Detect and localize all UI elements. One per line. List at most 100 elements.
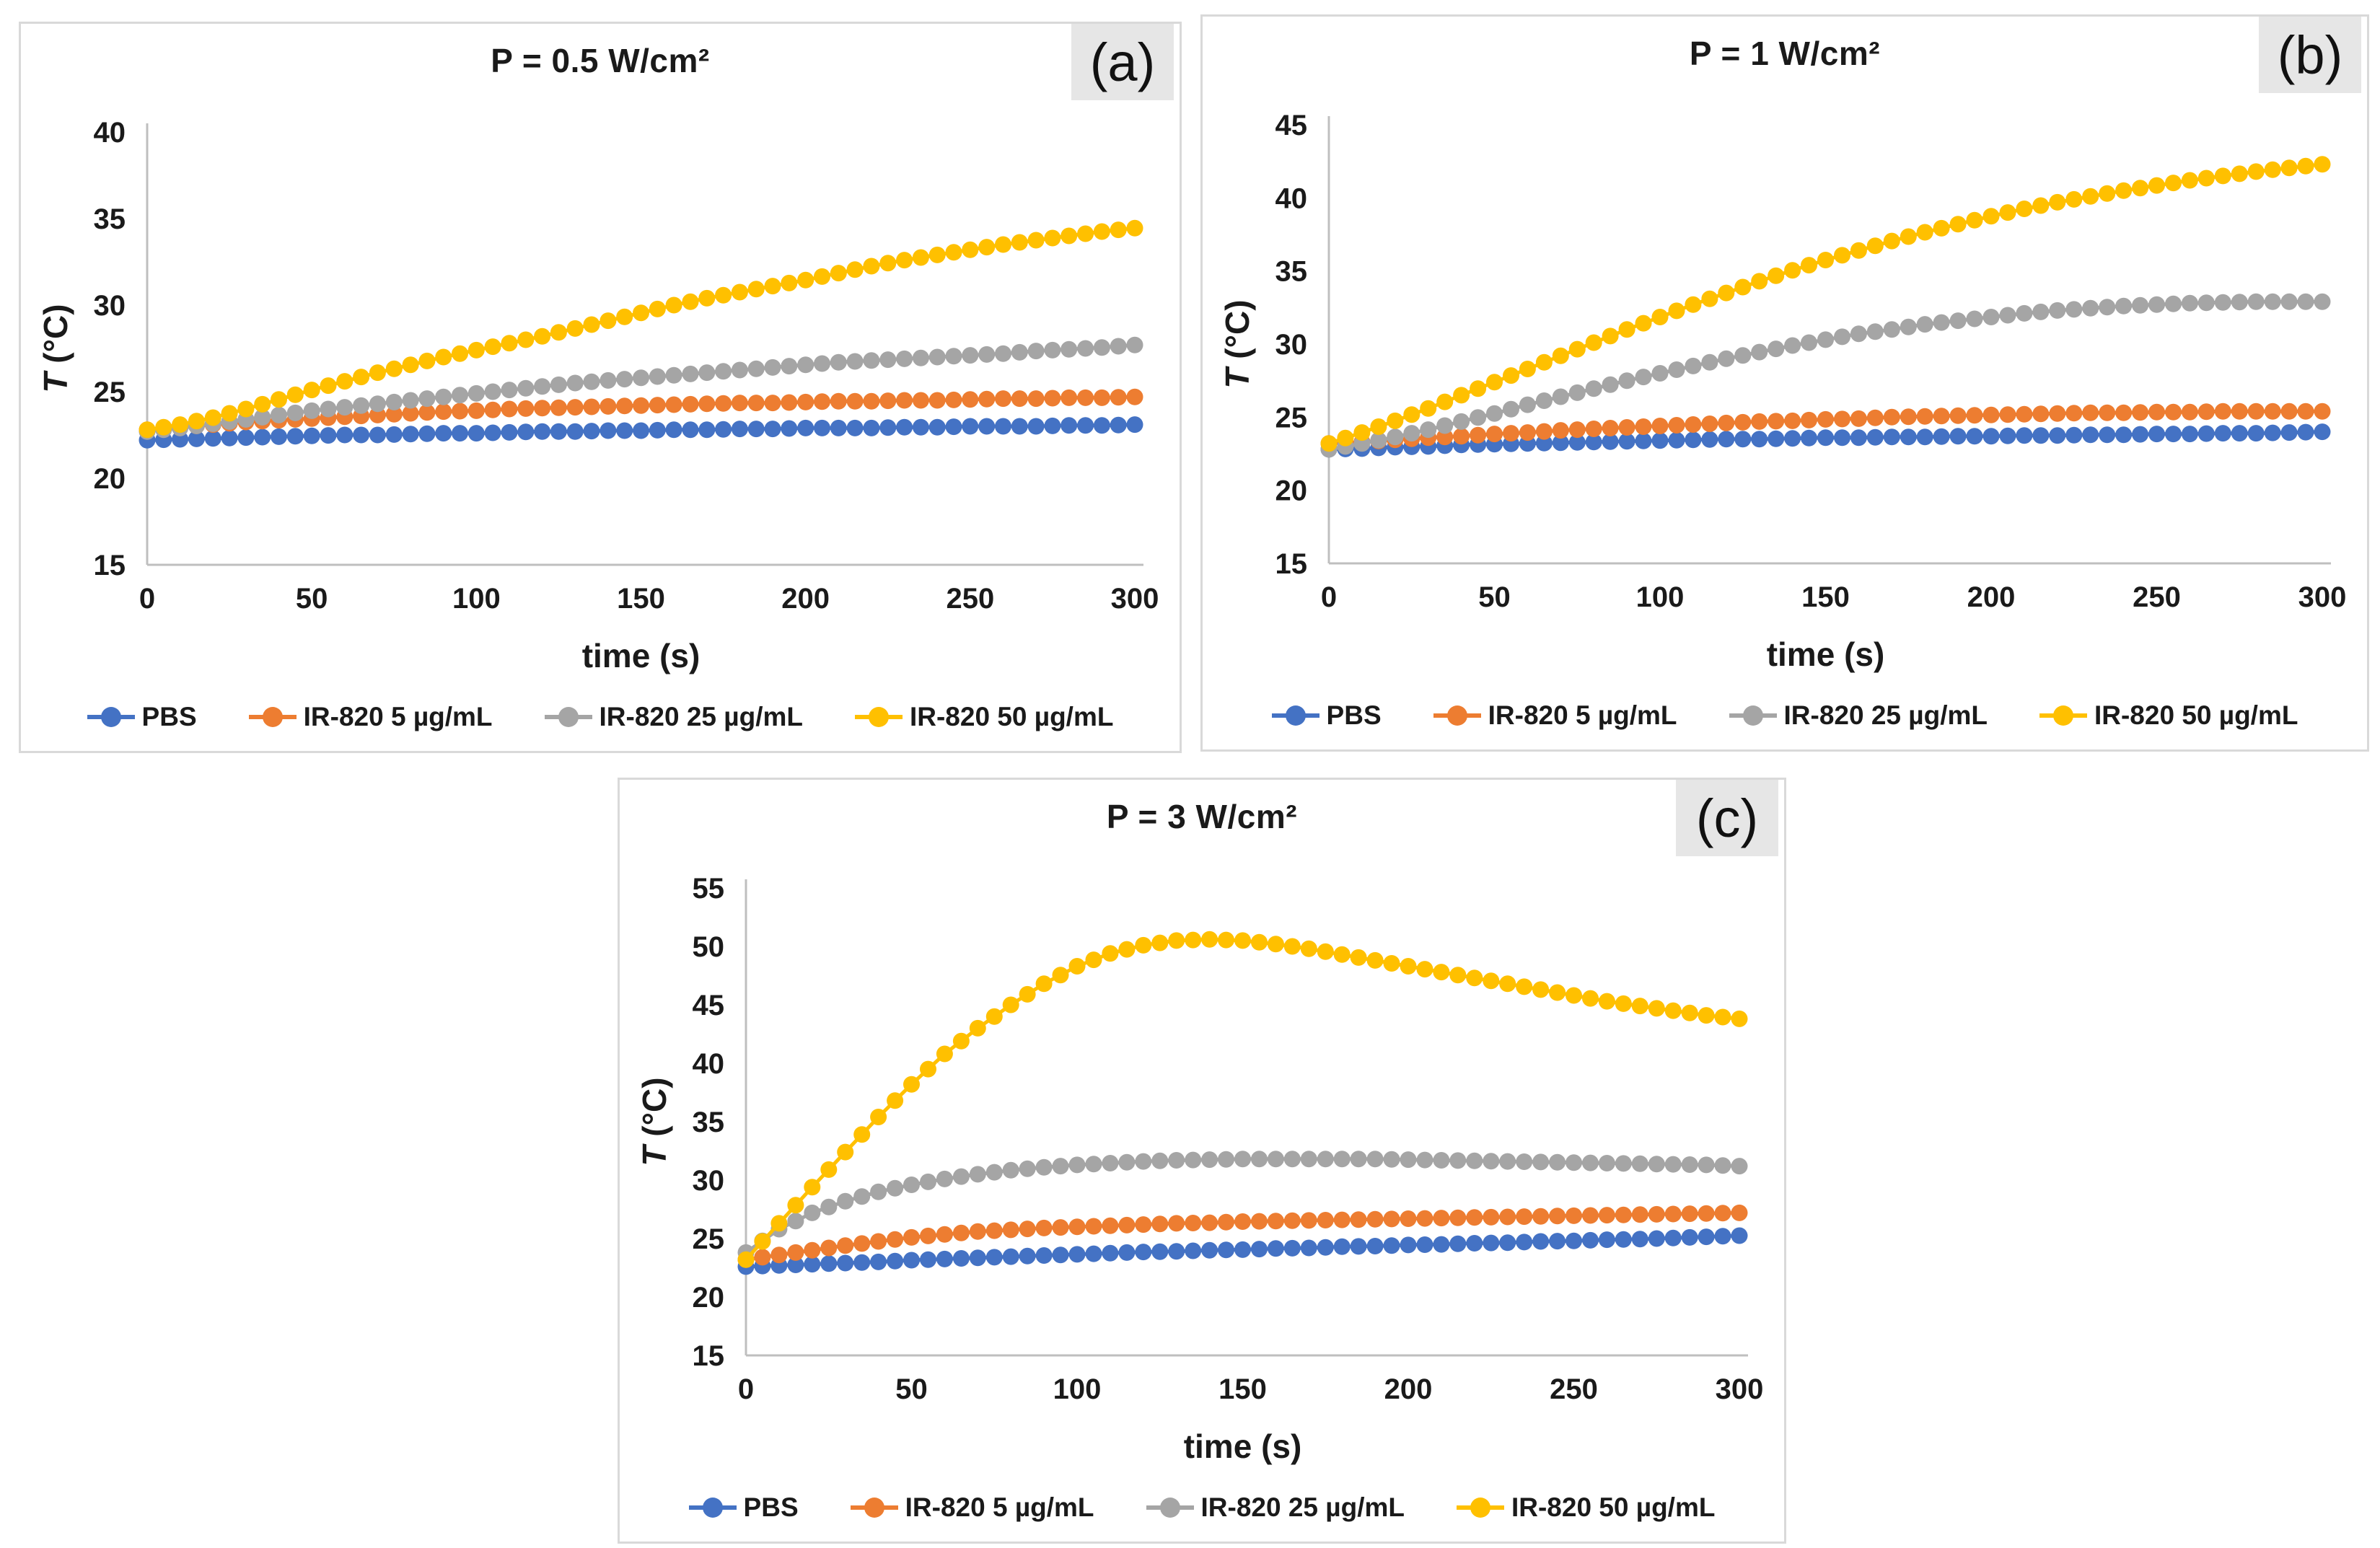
legend-marker-icon (1729, 705, 1777, 726)
legend-item: IR-820 5 µg/mL (1433, 700, 1677, 731)
series-PBS (737, 1227, 1748, 1275)
x-tick-labels: 0 50 100 150 200 250 300 (139, 583, 1159, 615)
legend-marker-icon (688, 1497, 737, 1518)
legend-a: PBS IR-820 5 µg/mL IR-820 25 µg/mL IR-820 5… (21, 702, 1180, 732)
panel-c: P = 3 W/cm² (c) 15 20 25 30 35 40 45 50 55 0 50 100… (618, 778, 1786, 1544)
legend-label: IR-820 50 µg/mL (909, 702, 1114, 731)
legend-label: PBS (141, 702, 197, 731)
svg-text:200: 200 (781, 583, 830, 615)
y-tick-labels: 15 20 25 30 35 40 45 (1275, 110, 1308, 580)
x-tick-labels: 0 50 100 150 200 250 300 (1321, 581, 2347, 613)
legend-item: IR-820 5 µg/mL (248, 702, 493, 732)
legend-item: PBS (87, 702, 197, 732)
legend-label: IR-820 5 µg/mL (1488, 700, 1677, 730)
series-IR-820 50 µg/mL (139, 219, 1143, 439)
legend-item: IR-820 5 µg/mL (850, 1492, 1094, 1523)
series-IR-820 5 µg/mL (737, 1204, 1748, 1268)
svg-text:50: 50 (895, 1373, 928, 1405)
legend-item: IR-820 25 µg/mL (544, 702, 803, 732)
plot-area-c: 15 20 25 30 35 40 45 50 55 0 50 100 150 200 250 300 time… (636, 873, 1763, 1465)
legend-label: PBS (743, 1492, 799, 1522)
panel-label-c: (c) (1676, 780, 1778, 856)
svg-text:30: 30 (1275, 329, 1308, 361)
panel-label-a: (a) (1071, 24, 1174, 100)
legend-marker-icon (850, 1497, 898, 1518)
legend-item: IR-820 25 µg/mL (1729, 700, 1988, 731)
svg-text:0: 0 (738, 1373, 754, 1405)
x-axis-title: time (s) (582, 637, 701, 674)
svg-text:25: 25 (1275, 402, 1308, 434)
svg-text:150: 150 (1218, 1373, 1267, 1405)
svg-text:30: 30 (693, 1165, 725, 1197)
legend-marker-icon (248, 706, 297, 728)
legend-b: PBS IR-820 5 µg/mL IR-820 25 µg/mL IR-820 5… (1203, 700, 2367, 731)
legend-marker-icon (1271, 705, 1319, 726)
svg-text:300: 300 (2298, 581, 2347, 613)
legend-marker-icon (854, 706, 903, 728)
svg-text:20: 20 (693, 1282, 725, 1314)
legend-label: IR-820 25 µg/mL (1200, 1492, 1405, 1522)
series-IR-820 50 µg/mL (737, 931, 1748, 1268)
svg-text:40: 40 (693, 1048, 725, 1080)
svg-text:30: 30 (94, 290, 126, 322)
chart-title-c: P = 3 W/cm² (1106, 798, 1298, 835)
svg-text:50: 50 (296, 583, 328, 615)
axes (1327, 116, 2331, 565)
y-axis-title: T (°C) (37, 304, 74, 392)
legend-item: PBS (688, 1492, 799, 1523)
legend-label: IR-820 25 µg/mL (1783, 700, 1988, 730)
legend-label: IR-820 50 µg/mL (2094, 700, 2298, 730)
legend-c: PBS IR-820 5 µg/mL IR-820 25 µg/mL IR-820 5… (620, 1492, 1784, 1523)
legend-label: IR-820 50 µg/mL (1511, 1492, 1716, 1522)
axes (745, 879, 1748, 1357)
svg-text:250: 250 (1550, 1373, 1598, 1405)
legend-marker-icon (87, 706, 135, 728)
legend-item: IR-820 50 µg/mL (1456, 1492, 1716, 1523)
svg-text:35: 35 (1275, 256, 1308, 288)
svg-text:45: 45 (1275, 110, 1308, 141)
y-axis-title: T (°C) (636, 1077, 673, 1166)
svg-text:150: 150 (617, 583, 665, 615)
svg-text:25: 25 (693, 1223, 725, 1255)
svg-text:20: 20 (94, 463, 126, 495)
plot-area-b: 15 20 25 30 35 40 45 0 50 100 150 200 250 300 time (s)… (1218, 110, 2347, 673)
svg-text:40: 40 (1275, 182, 1308, 214)
svg-text:35: 35 (693, 1107, 725, 1138)
svg-text:25: 25 (94, 377, 126, 408)
svg-text:40: 40 (94, 117, 126, 149)
svg-text:300: 300 (1111, 583, 1159, 615)
chart-title-a: P = 0.5 W/cm² (491, 42, 710, 79)
panel-label-b: (b) (2259, 17, 2361, 93)
legend-item: IR-820 50 µg/mL (854, 702, 1114, 732)
svg-text:200: 200 (1384, 1373, 1433, 1405)
y-axis-title: T (°C) (1218, 299, 1256, 388)
legend-marker-icon (2039, 705, 2087, 726)
legend-item: IR-820 50 µg/mL (2039, 700, 2298, 731)
svg-text:100: 100 (1053, 1373, 1102, 1405)
x-axis-title: time (s) (1184, 1428, 1302, 1465)
panel-a: P = 0.5 W/cm² (a) 15 20 25 30 35 40 0 50 100 150 2… (19, 22, 1182, 753)
svg-text:150: 150 (1801, 581, 1850, 613)
y-tick-labels: 15 20 25 30 35 40 (94, 117, 126, 581)
axes (146, 123, 1143, 566)
svg-text:50: 50 (1478, 581, 1511, 613)
chart-title-b: P = 1 W/cm² (1689, 35, 1881, 72)
svg-text:0: 0 (1321, 581, 1337, 613)
legend-marker-icon (1146, 1497, 1194, 1518)
legend-label: IR-820 5 µg/mL (303, 702, 493, 731)
svg-text:250: 250 (946, 583, 994, 615)
series-IR-820 25 µg/mL (1320, 293, 2331, 458)
svg-text:200: 200 (1967, 581, 2016, 613)
legend-marker-icon (1433, 705, 1481, 726)
x-axis-title: time (s) (1767, 636, 1885, 673)
svg-text:15: 15 (693, 1340, 725, 1372)
svg-text:100: 100 (452, 583, 501, 615)
series-IR-820 50 µg/mL (1320, 156, 2331, 452)
series-IR-820 25 µg/mL (737, 1151, 1748, 1261)
svg-text:50: 50 (693, 931, 725, 963)
svg-text:0: 0 (139, 583, 155, 615)
legend-label: PBS (1326, 700, 1382, 730)
svg-text:35: 35 (94, 203, 126, 235)
legend-label: IR-820 5 µg/mL (905, 1492, 1094, 1522)
